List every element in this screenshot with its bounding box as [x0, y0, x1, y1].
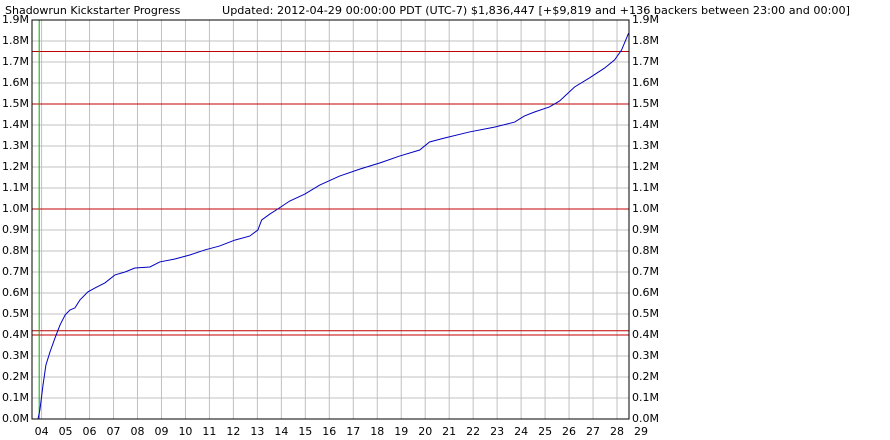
- y-tick-label: 1.2M: [2, 160, 29, 173]
- x-tick-label: 21: [442, 425, 456, 438]
- y-tick-label-right: 0.0M: [632, 412, 659, 425]
- y-tick-label: 1.3M: [2, 139, 29, 152]
- y-tick-label: 1.5M: [2, 97, 29, 110]
- x-tick-label: 15: [298, 425, 312, 438]
- y-tick-label: 0.5M: [2, 307, 29, 320]
- chart-subtitle: Updated: 2012-04-29 00:00:00 PDT (UTC-7)…: [222, 4, 850, 17]
- x-tick-label: 22: [466, 425, 480, 438]
- progress-line: [37, 33, 629, 420]
- x-tick-label: 04: [35, 425, 49, 438]
- x-tick-label: 16: [322, 425, 336, 438]
- y-tick-label-right: 0.1M: [632, 391, 659, 404]
- y-tick-label-right: 0.6M: [632, 286, 659, 299]
- y-tick-label: 0.4M: [2, 328, 29, 341]
- x-tick-label: 26: [562, 425, 576, 438]
- y-tick-label-right: 1.5M: [632, 97, 659, 110]
- y-tick-label-right: 0.3M: [632, 349, 659, 362]
- x-tick-label: 10: [178, 425, 192, 438]
- y-tick-label: 0.7M: [2, 265, 29, 278]
- x-tick-label: 12: [226, 425, 240, 438]
- chart-title: Shadowrun Kickstarter Progress: [5, 4, 181, 17]
- x-tick-label: 27: [586, 425, 600, 438]
- y-tick-label: 1.6M: [2, 76, 29, 89]
- y-tick-label-right: 1.8M: [632, 34, 659, 47]
- y-tick-label: 1.0M: [2, 202, 29, 215]
- y-tick-label: 0.3M: [2, 349, 29, 362]
- y-tick-label: 0.9M: [2, 223, 29, 236]
- y-tick-label: 0.1M: [2, 391, 29, 404]
- y-tick-label: 1.8M: [2, 34, 29, 47]
- x-tick-label: 28: [610, 425, 624, 438]
- x-tick-label: 11: [202, 425, 216, 438]
- x-tick-label: 05: [59, 425, 73, 438]
- x-tick-label: 07: [107, 425, 121, 438]
- x-tick-label: 09: [154, 425, 168, 438]
- y-tick-label: 1.9M: [2, 13, 29, 26]
- y-tick-label-right: 0.8M: [632, 244, 659, 257]
- y-tick-label-right: 1.4M: [632, 118, 659, 131]
- x-tick-label: 08: [130, 425, 144, 438]
- y-tick-label-right: 1.6M: [632, 76, 659, 89]
- x-tick-label: 06: [83, 425, 97, 438]
- y-tick-label-right: 1.9M: [632, 13, 659, 26]
- y-tick-label: 0.6M: [2, 286, 29, 299]
- x-tick-label: 13: [250, 425, 264, 438]
- plot-border: [31, 19, 630, 420]
- x-tick-label: 29: [634, 425, 648, 438]
- y-tick-label-right: 1.0M: [632, 202, 659, 215]
- y-tick-label-right: 1.7M: [632, 55, 659, 68]
- y-tick-label: 1.7M: [2, 55, 29, 68]
- y-tick-label-right: 0.4M: [632, 328, 659, 341]
- y-tick-label: 0.2M: [2, 370, 29, 383]
- y-tick-label-right: 0.5M: [632, 307, 659, 320]
- x-tick-label: 19: [394, 425, 408, 438]
- x-tick-label: 25: [538, 425, 552, 438]
- y-tick-label-right: 0.7M: [632, 265, 659, 278]
- x-tick-label: 14: [274, 425, 288, 438]
- x-tick-label: 17: [346, 425, 360, 438]
- y-tick-label-right: 0.2M: [632, 370, 659, 383]
- x-tick-label: 23: [490, 425, 504, 438]
- x-tick-label: 18: [370, 425, 384, 438]
- y-tick-label-right: 0.9M: [632, 223, 659, 236]
- y-tick-label-right: 1.3M: [632, 139, 659, 152]
- y-tick-label-right: 1.2M: [632, 160, 659, 173]
- y-tick-label: 0.0M: [2, 412, 29, 425]
- x-tick-label: 20: [418, 425, 432, 438]
- x-tick-label: 24: [514, 425, 528, 438]
- y-tick-label-right: 1.1M: [632, 181, 659, 194]
- y-tick-label: 1.1M: [2, 181, 29, 194]
- y-tick-label: 1.4M: [2, 118, 29, 131]
- y-tick-label: 0.8M: [2, 244, 29, 257]
